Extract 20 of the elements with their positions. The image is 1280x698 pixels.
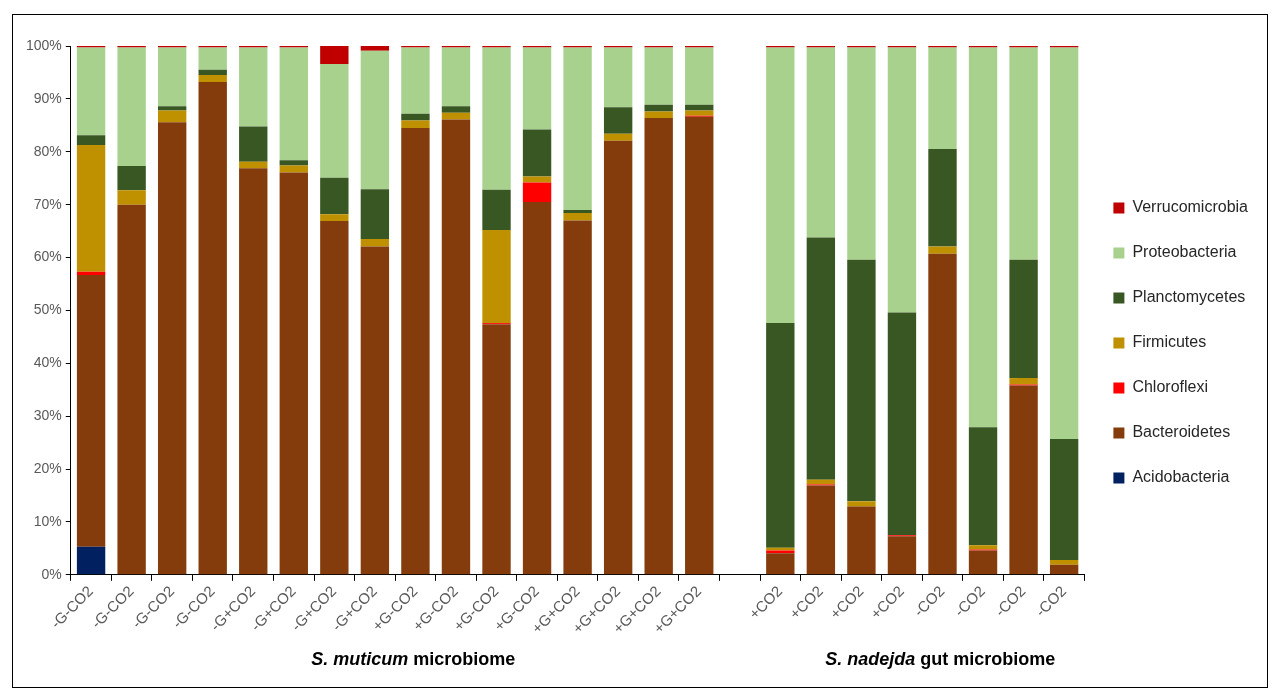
legend-label: Acidobacteria — [1132, 468, 1230, 486]
y-tick-label: 50% — [33, 301, 62, 318]
y-tick-label: 100% — [25, 36, 62, 53]
y-tick-label: 0% — [41, 565, 62, 582]
y-tick-label: 70% — [33, 195, 62, 212]
legend-label: Bacteroidetes — [1132, 423, 1231, 441]
legend-label: Verrucomicrobia — [1132, 198, 1249, 216]
y-tick-label: 10% — [33, 512, 62, 529]
text: S. muticum microbiome — [311, 648, 516, 669]
y-tick-label: 20% — [33, 459, 62, 476]
legend-label: Proteobacteria — [1132, 243, 1237, 261]
y-tick-label: 30% — [33, 407, 62, 424]
y-tick-label: 90% — [33, 89, 62, 106]
legend-label: Chloroflexi — [1132, 378, 1208, 396]
legend-label: Planctomycetes — [1132, 288, 1246, 306]
text: S. nadejda gut microbiome — [825, 648, 1056, 669]
y-tick-label: 60% — [33, 248, 62, 265]
y-tick-label: 80% — [33, 142, 62, 159]
y-tick-label: 40% — [33, 354, 62, 371]
legend-label: Firmicutes — [1132, 333, 1207, 351]
